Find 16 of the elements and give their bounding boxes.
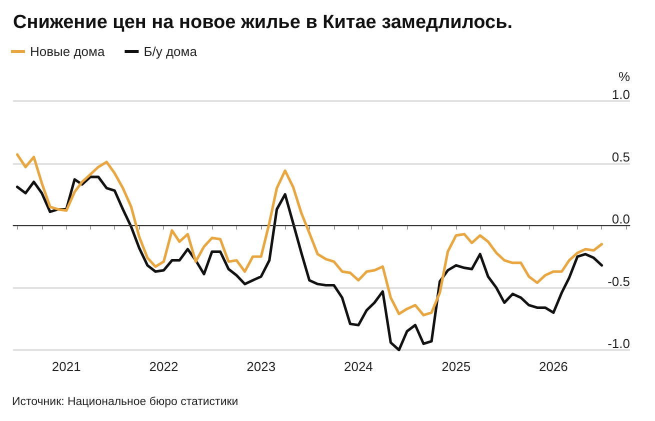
chart-title: Снижение цен на новое жилье в Китае замедлилось. [13,12,513,33]
x-tick-label: 2024 [344,359,373,374]
y-tick-label: 0.5 [612,149,630,164]
x-tick-label: 2025 [442,359,471,374]
legend-label: Новые дома [30,44,106,59]
x-tick-label: 2023 [246,359,276,374]
y-tick-label: 0.0 [612,212,630,226]
legend-label: Б/у дома [144,44,198,59]
y-tick-label: -0.5 [608,274,630,289]
y-axis-title: % [618,69,630,84]
x-tick-label: 2022 [149,359,178,374]
x-tick-label: 2021 [52,359,81,374]
x-tick-label: 2026 [538,359,568,374]
text: Источник: Национальное бюро статистики [12,396,238,408]
y-tick-label: 1.0 [612,87,630,102]
y-tick-label: -1.0 [608,336,630,351]
